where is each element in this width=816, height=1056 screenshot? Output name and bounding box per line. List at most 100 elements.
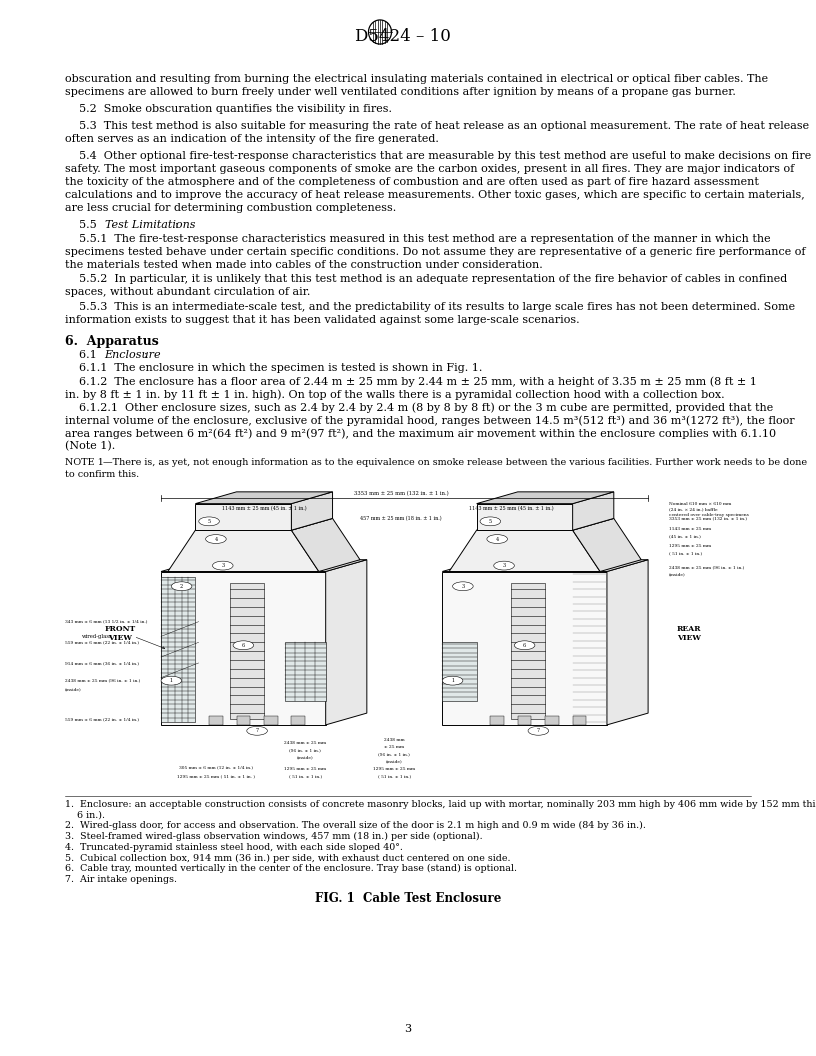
- Text: 6.1: 6.1: [65, 351, 104, 360]
- Polygon shape: [573, 518, 641, 571]
- Text: 5.5.3  This is an intermediate-scale test, and the predictability of its results: 5.5.3 This is an intermediate-scale test…: [65, 302, 795, 312]
- Polygon shape: [607, 560, 648, 724]
- Text: Nominal 610 mm × 610 mm: Nominal 610 mm × 610 mm: [668, 502, 731, 506]
- Text: ( 51 in. ± 1 in.): ( 51 in. ± 1 in.): [289, 774, 322, 778]
- Polygon shape: [477, 504, 573, 530]
- Text: wired-glass: wired-glass: [82, 634, 113, 639]
- Text: 1: 1: [451, 678, 455, 683]
- Circle shape: [528, 727, 548, 735]
- Text: the materials tested when made into cables of the construction under considerati: the materials tested when made into cabl…: [65, 260, 543, 270]
- Text: 1.  Enclosure: an acceptable construction consists of concrete masonry blocks, l: 1. Enclosure: an acceptable construction…: [65, 799, 816, 809]
- Text: (45 in. ± 1 in.): (45 in. ± 1 in.): [668, 534, 700, 539]
- Polygon shape: [168, 530, 319, 571]
- Text: spaces, without abundant circulation of air.: spaces, without abundant circulation of …: [65, 287, 310, 298]
- Text: (96 in. ± 1 in.): (96 in. ± 1 in.): [379, 753, 410, 756]
- Polygon shape: [291, 716, 305, 724]
- Circle shape: [453, 582, 473, 590]
- Polygon shape: [161, 571, 326, 724]
- Circle shape: [199, 517, 220, 526]
- Ellipse shape: [511, 495, 539, 503]
- Polygon shape: [573, 716, 587, 724]
- Text: (inside): (inside): [297, 755, 313, 759]
- Text: the toxicity of the atmosphere and of the completeness of combustion and are oft: the toxicity of the atmosphere and of th…: [65, 177, 759, 187]
- Text: 5.5.1  The fire-test-response characteristics measured in this test method are a: 5.5.1 The fire-test-response characteris…: [65, 234, 770, 244]
- Text: 457 mm ± 25 mm (18 in. ± 1 in.): 457 mm ± 25 mm (18 in. ± 1 in.): [361, 515, 442, 521]
- Text: 6.  Cable tray, mounted vertically in the center of the enclosure. Tray base (st: 6. Cable tray, mounted vertically in the…: [65, 864, 517, 873]
- Text: information exists to suggest that it has been validated against some large-scal: information exists to suggest that it ha…: [65, 315, 579, 324]
- Text: 5: 5: [207, 518, 211, 524]
- Text: ( 51 in. ± 1 in.): ( 51 in. ± 1 in.): [668, 552, 702, 555]
- Text: 343 mm ± 6 mm (13 1/2 in. ± 1/4 in.): 343 mm ± 6 mm (13 1/2 in. ± 1/4 in.): [65, 620, 148, 624]
- Text: 7.  Air intake openings.: 7. Air intake openings.: [65, 874, 177, 884]
- Text: 7: 7: [255, 729, 259, 733]
- Text: to confirm this.: to confirm this.: [65, 470, 139, 479]
- Polygon shape: [195, 518, 333, 530]
- Polygon shape: [209, 716, 223, 724]
- Text: 305 mm ± 6 mm (12 in. ± 1/4 in.): 305 mm ± 6 mm (12 in. ± 1/4 in.): [179, 766, 253, 770]
- Text: (inside): (inside): [668, 572, 685, 577]
- Text: :: :: [175, 220, 179, 230]
- Polygon shape: [490, 716, 504, 724]
- Text: 6 in.).: 6 in.).: [65, 811, 105, 819]
- Text: 3: 3: [503, 563, 506, 568]
- Text: 2438 mm: 2438 mm: [384, 738, 405, 741]
- Polygon shape: [161, 578, 195, 722]
- Text: 2.  Wired-glass door, for access and observation. The overall size of the door i: 2. Wired-glass door, for access and obse…: [65, 822, 646, 830]
- Text: 6: 6: [242, 643, 245, 647]
- Text: specimens tested behave under certain specific conditions. Do not assume they ar: specimens tested behave under certain sp…: [65, 247, 805, 258]
- Text: FRONT
VIEW: FRONT VIEW: [104, 625, 135, 642]
- Polygon shape: [518, 716, 531, 724]
- Text: 3353 mm ± 25 mm (132 in. ± 1 in.): 3353 mm ± 25 mm (132 in. ± 1 in.): [668, 516, 747, 521]
- Text: centered over cable-tray specimens: centered over cable-tray specimens: [668, 513, 748, 517]
- Polygon shape: [573, 492, 614, 530]
- Polygon shape: [161, 560, 367, 571]
- Text: 1295 mm ± 25 mm: 1295 mm ± 25 mm: [284, 767, 326, 771]
- Text: 7: 7: [537, 729, 540, 733]
- Polygon shape: [442, 560, 648, 571]
- Text: 2438 mm ± 25 mm (96 in. ± 1 in.): 2438 mm ± 25 mm (96 in. ± 1 in.): [668, 565, 744, 569]
- Polygon shape: [291, 518, 360, 571]
- Text: 1143 mm ± 25 mm (45 in. ± 1 in.): 1143 mm ± 25 mm (45 in. ± 1 in.): [222, 506, 306, 511]
- Text: (inside): (inside): [65, 687, 82, 692]
- Polygon shape: [477, 518, 614, 530]
- Ellipse shape: [229, 495, 257, 503]
- Text: 5.5.2  In particular, it is unlikely that this test method is an adequate repres: 5.5.2 In particular, it is unlikely that…: [65, 275, 787, 284]
- Text: —There is, as yet, not enough information as to the equivalence on smoke release: —There is, as yet, not enough informatio…: [103, 457, 807, 467]
- Text: REAR
VIEW: REAR VIEW: [677, 625, 702, 642]
- Text: 6: 6: [523, 643, 526, 647]
- Text: calculations and to improve the accuracy of heat release measurements. Other tox: calculations and to improve the accuracy…: [65, 190, 805, 200]
- Polygon shape: [264, 716, 277, 724]
- Text: 6.1.1  The enclosure in which the specimen is tested is shown in Fig. 1.: 6.1.1 The enclosure in which the specime…: [65, 363, 482, 374]
- Text: specimens are allowed to burn freely under well ventilated conditions after igni: specimens are allowed to burn freely und…: [65, 87, 736, 97]
- Text: (Note 1).: (Note 1).: [65, 441, 115, 452]
- Text: 5.5: 5.5: [65, 220, 104, 230]
- Polygon shape: [326, 560, 367, 724]
- Text: often serves as an indication of the intensity of the fire generated.: often serves as an indication of the int…: [65, 134, 439, 144]
- Circle shape: [480, 517, 500, 526]
- Circle shape: [161, 676, 182, 685]
- Text: 1295 mm ± 25 mm: 1295 mm ± 25 mm: [373, 767, 415, 771]
- Text: in. by 8 ft ± 1 in. by 11 ft ± 1 in. high). On top of the walls there is a pyram: in. by 8 ft ± 1 in. by 11 ft ± 1 in. hig…: [65, 390, 725, 400]
- Text: 2438 mm ± 25 mm (96 in. ± 1 in.): 2438 mm ± 25 mm (96 in. ± 1 in.): [65, 679, 140, 682]
- Text: 5.2  Smoke obscuration quantifies the visibility in fires.: 5.2 Smoke obscuration quantifies the vis…: [65, 103, 392, 114]
- Circle shape: [494, 561, 514, 570]
- Text: 3.  Steel-framed wired-glass observation windows, 457 mm (18 in.) per side (opti: 3. Steel-framed wired-glass observation …: [65, 832, 482, 842]
- Text: Test Limitations: Test Limitations: [104, 220, 195, 230]
- Text: D5424 – 10: D5424 – 10: [355, 27, 451, 44]
- Text: 3: 3: [461, 584, 464, 589]
- Text: (96 in. ± 1 in.): (96 in. ± 1 in.): [289, 748, 321, 752]
- Text: 3: 3: [221, 563, 224, 568]
- Circle shape: [514, 641, 535, 649]
- Polygon shape: [442, 642, 477, 701]
- Text: 5.3  This test method is also suitable for measuring the rate of heat release as: 5.3 This test method is also suitable fo…: [65, 121, 809, 131]
- Circle shape: [246, 727, 268, 735]
- Text: 559 mm ± 6 mm (22 in. ± 1/4 in.): 559 mm ± 6 mm (22 in. ± 1/4 in.): [65, 717, 139, 721]
- Text: :: :: [144, 351, 148, 360]
- Polygon shape: [195, 492, 333, 504]
- Polygon shape: [545, 716, 559, 724]
- Text: NOTE 1: NOTE 1: [65, 457, 104, 467]
- Text: 4: 4: [215, 536, 218, 542]
- Polygon shape: [195, 504, 291, 530]
- Text: 1143 mm ± 25 mm (45 in. ± 1 in.): 1143 mm ± 25 mm (45 in. ± 1 in.): [468, 506, 553, 511]
- Text: 5.  Cubical collection box, 914 mm (36 in.) per side, with exhaust duct centered: 5. Cubical collection box, 914 mm (36 in…: [65, 853, 511, 863]
